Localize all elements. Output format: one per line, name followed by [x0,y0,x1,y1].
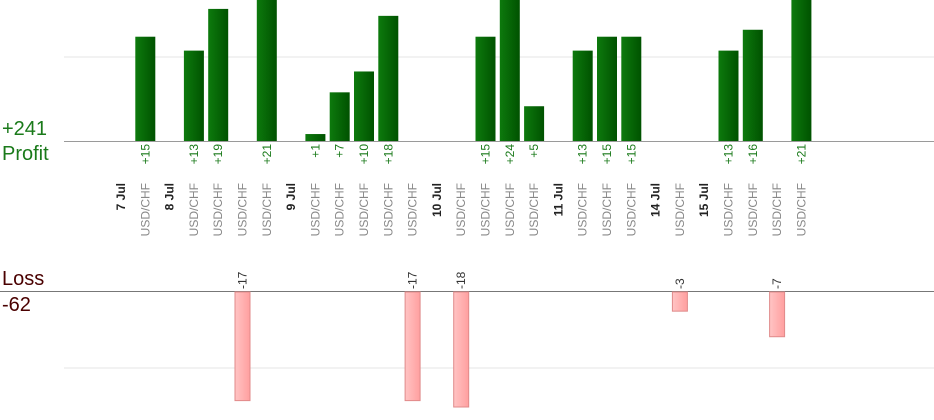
loss-bar [671,291,688,312]
profit-label: Profit [2,143,49,165]
pair-label: USD/CHF [357,183,371,236]
profit-value-label: +7 [333,144,347,158]
pair-label: USD/CHF [527,183,541,236]
profit-total: +241 [2,118,48,140]
profit-value-label: +15 [479,144,493,165]
pair-label: USD/CHF [673,183,687,236]
profit-bar [742,29,763,142]
loss-value-label: -17 [406,271,420,289]
pair-label: USD/CHF [794,183,808,236]
date-label: 7 Jul [114,183,128,210]
profit-bar [621,36,642,141]
date-label: 8 Jul [163,183,177,210]
loss-total: -62 [2,294,31,316]
profit-value-label: +1 [308,144,322,158]
profit-value-label: +18 [381,144,395,165]
pair-label: USD/CHF [211,183,225,236]
pair-label: USD/CHF [722,183,736,236]
loss-label: Loss [2,268,45,290]
pair-label: USD/CHF [770,183,784,236]
loss-value-label: -18 [454,271,468,289]
pair-label: USD/CHF [624,183,638,236]
pair-label: USD/CHF [187,183,201,236]
profit-value-label: +16 [746,144,760,165]
profit-value-label: +5 [527,144,541,158]
date-label: 11 Jul [551,183,565,216]
profit-bar [208,8,229,142]
profit-bar [718,50,739,141]
profit-bar [329,92,350,141]
profit-bar [378,15,399,142]
pair-label: USD/CHF [236,183,250,236]
profit-bar [597,36,617,141]
pair-label: USD/CHF [479,183,493,236]
date-label: 15 Jul [697,183,711,217]
pair-label: USD/CHF [406,183,420,236]
profit-bar [256,0,277,141]
pair-label: USD/CHF [454,183,468,236]
profit-value-label: +21 [260,144,274,165]
profit-value-label: +13 [187,144,201,165]
date-label: 14 Jul [649,183,663,217]
pair-label: USD/CHF [138,183,152,236]
pair-label: USD/CHF [576,183,590,236]
profit-value-label: +15 [624,144,638,165]
profit-value-label: +15 [600,144,614,165]
profit-value-label: +13 [722,144,736,165]
profit-bar [183,50,204,141]
pair-label: USD/CHF [600,183,614,236]
loss-bar [404,291,421,402]
pair-label: USD/CHF [381,183,395,236]
profit-bar [354,71,374,141]
chart-marks: 7 Jul USD/CHF+158 Jul USD/CHF+13USD/CHF+19… [114,0,812,408]
profit-bar [305,134,326,141]
profit-value-label: +13 [576,144,590,165]
profit-bar [475,36,496,141]
profit-bar [135,36,156,141]
pair-label: USD/CHF [333,183,347,236]
loss-value-label: -3 [673,278,687,289]
loss-bar [453,291,470,408]
loss-bar [769,291,786,338]
profit-bar [524,106,545,141]
profit-bar [791,0,812,141]
loss-value-label: -17 [236,271,250,289]
profit-bar [572,50,593,141]
profit-value-label: +15 [138,144,152,165]
loss-bar [234,291,251,402]
pair-label: USD/CHF [746,183,760,236]
profit-bar [499,0,520,141]
date-label: 9 Jul [284,183,298,210]
date-label: 10 Jul [430,183,444,217]
profit-value-label: +24 [503,144,517,165]
pair-label: USD/CHF [260,183,274,236]
pair-label: USD/CHF [308,183,322,236]
profit-value-label: +21 [794,144,808,165]
profit-value-label: +19 [211,144,225,165]
loss-value-label: -7 [770,278,784,289]
pair-label: USD/CHF [503,183,517,236]
profit-value-label: +10 [357,144,371,165]
